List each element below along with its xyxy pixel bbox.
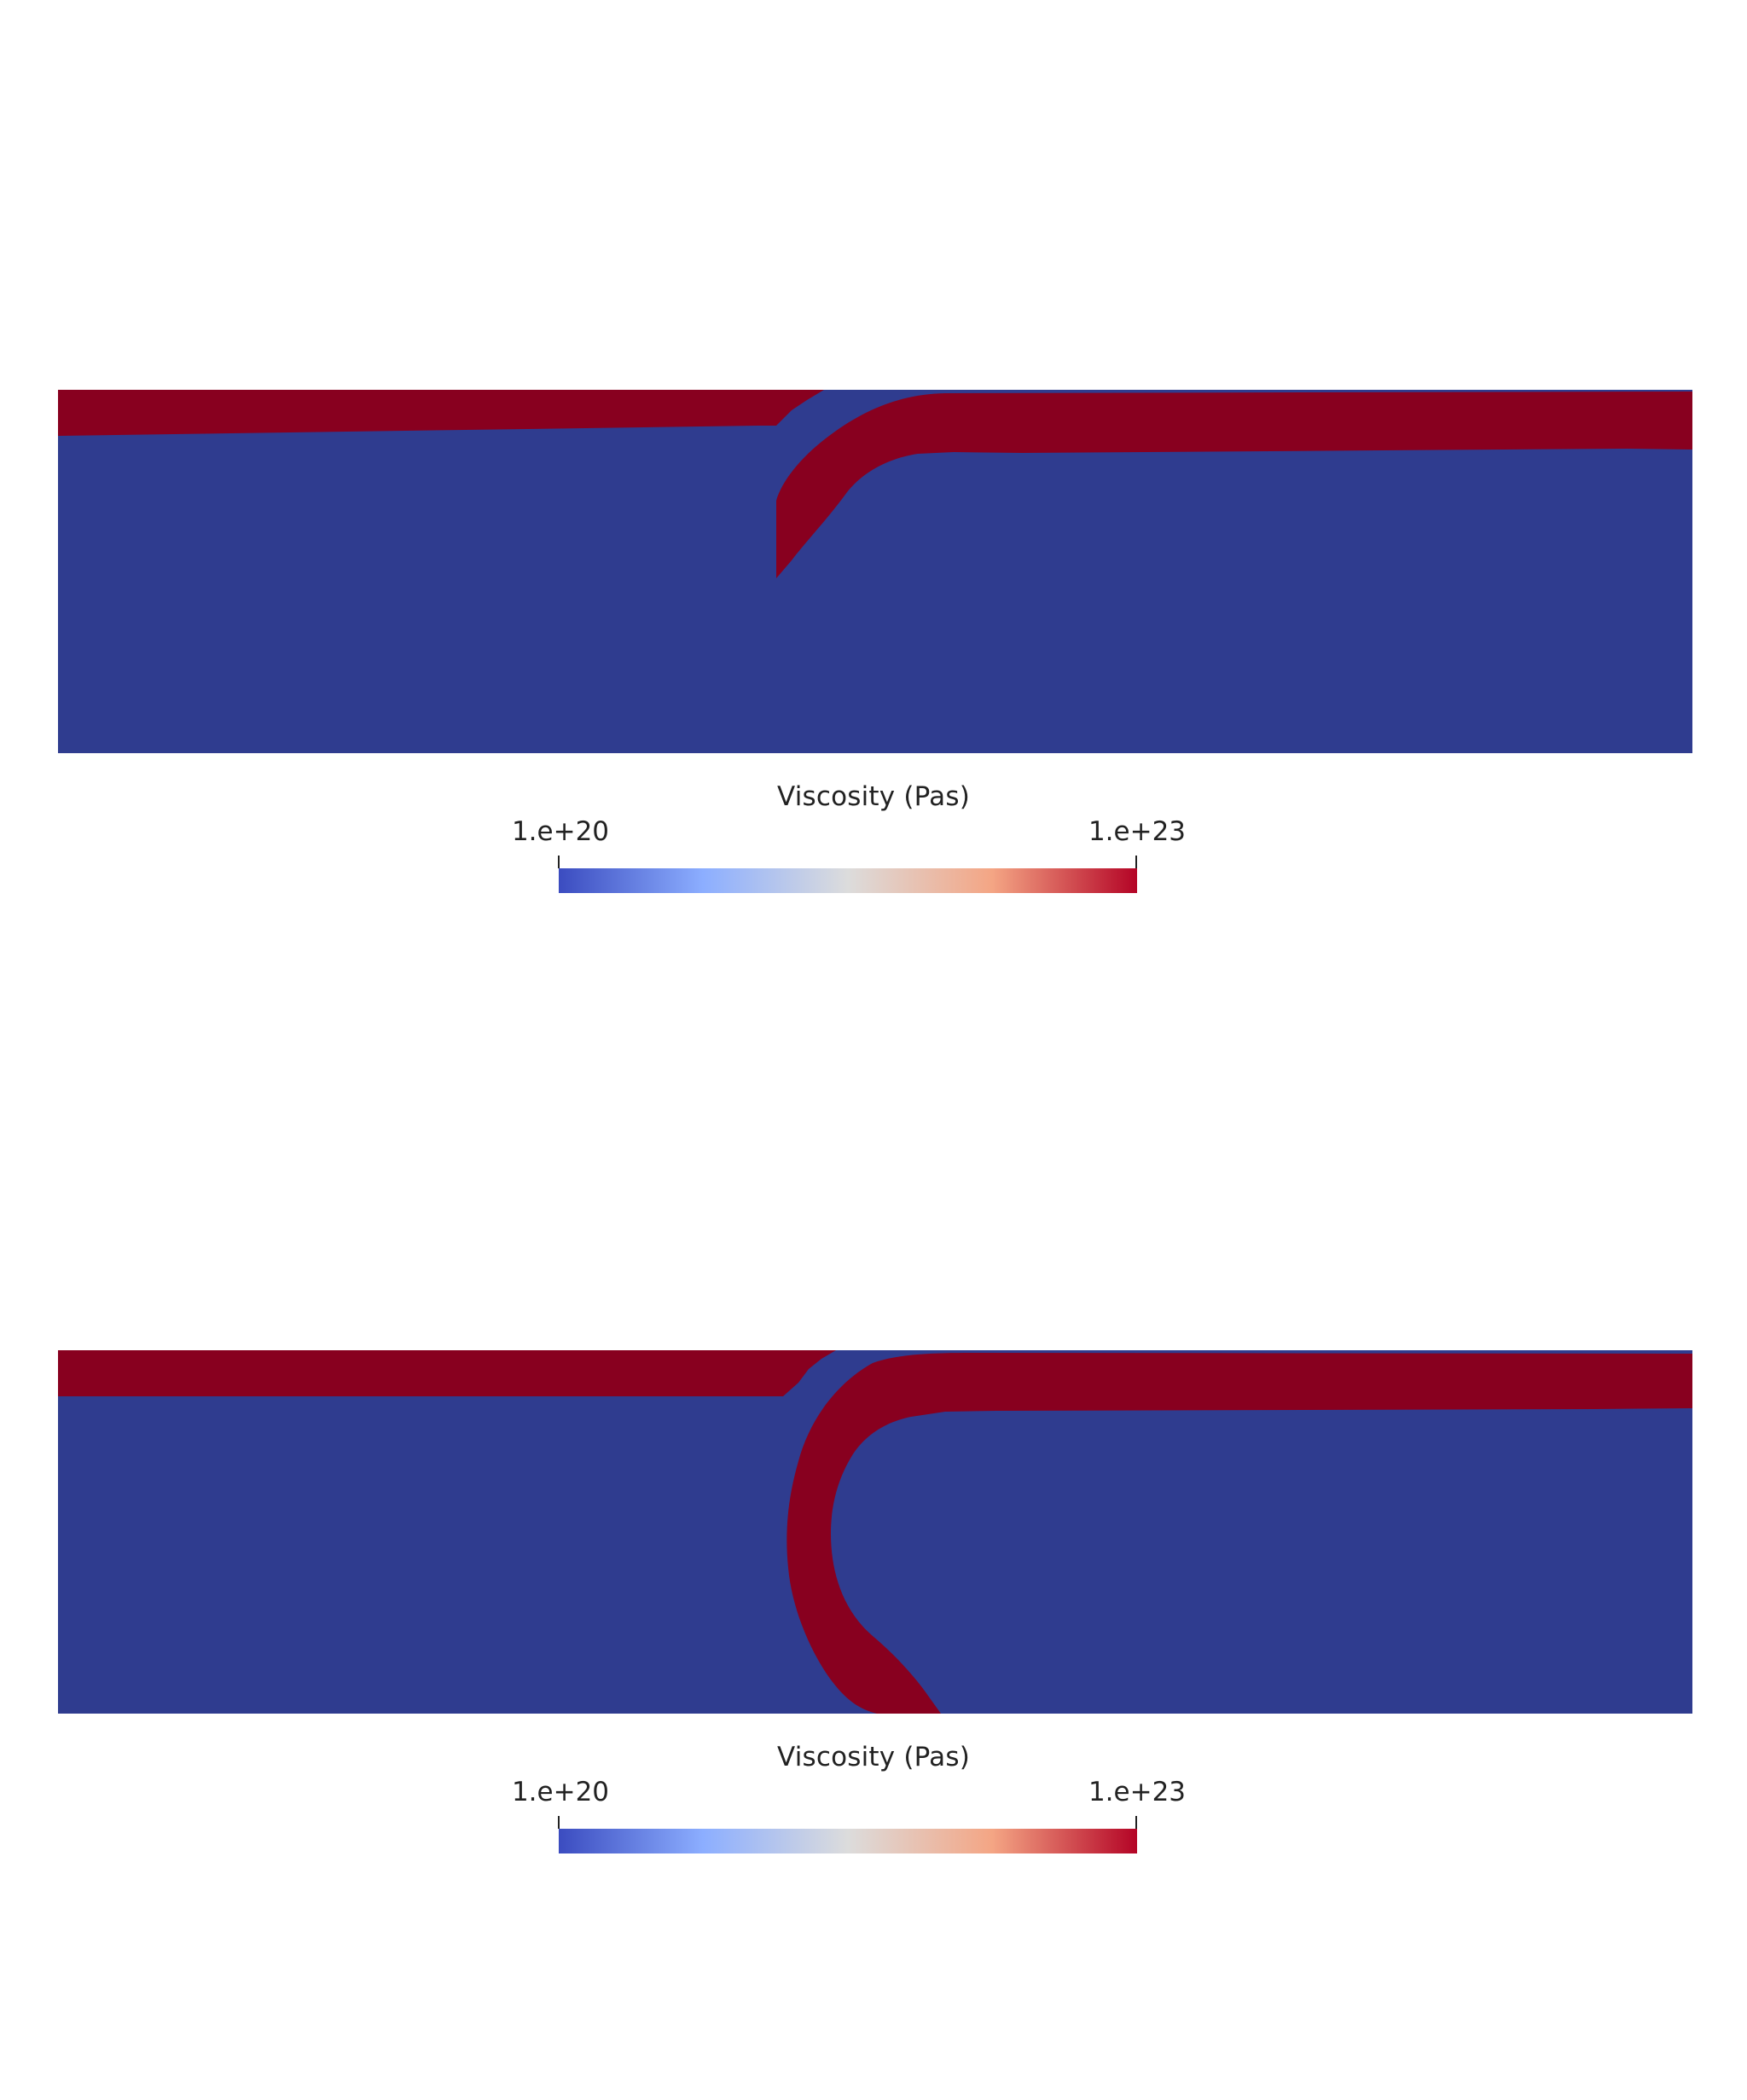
colorbar-title: Viscosity (Pas) [776, 781, 971, 812]
viscosity-field-bottom [58, 1350, 1692, 1714]
viscosity-field-top [58, 390, 1692, 753]
colorbar-min-tick [558, 856, 560, 868]
colorbar-gradient [559, 1829, 1137, 1853]
overriding-plate [58, 1350, 836, 1396]
colorbar-min-label: 1.e+20 [511, 1777, 610, 1807]
panel-top: Viscosity (Pas) 1.e+20 1.e+23 [58, 390, 1692, 893]
subducting-slab [786, 1353, 1692, 1714]
colorbar-title: Viscosity (Pas) [776, 1742, 971, 1772]
overriding-plate [58, 390, 824, 436]
colorbar-max-label: 1.e+23 [1088, 816, 1187, 847]
colorbar-max-tick [1135, 1816, 1137, 1829]
viscosity-field-svg-top [58, 390, 1692, 753]
colorbar-max-label: 1.e+23 [1088, 1777, 1187, 1807]
viscosity-field-svg-bottom [58, 1350, 1692, 1714]
colorbar-min-label: 1.e+20 [511, 816, 610, 847]
colorbar-min-tick [558, 1816, 560, 1829]
panel-bottom: Viscosity (Pas) 1.e+20 1.e+23 [0, 1050, 1747, 2100]
colorbar-max-tick [1135, 856, 1137, 868]
subducting-slab [776, 392, 1692, 578]
colorbar-gradient [559, 868, 1137, 893]
